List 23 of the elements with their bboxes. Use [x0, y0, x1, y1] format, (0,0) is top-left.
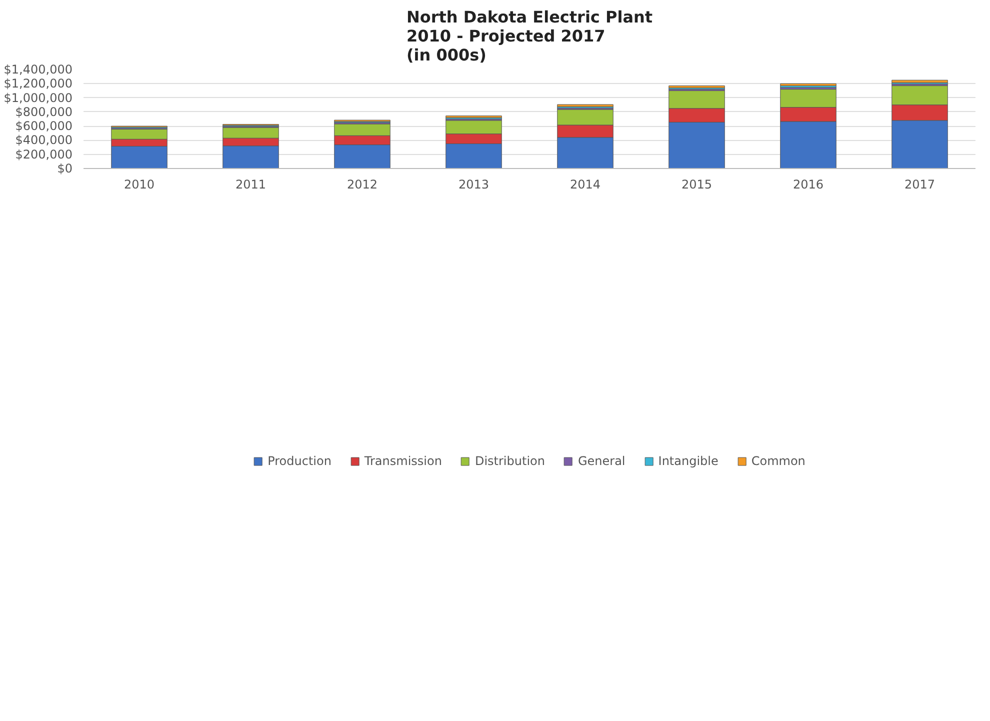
x-tick-label: 2011	[235, 178, 266, 192]
y-tick-label: $200,000	[15, 147, 73, 162]
x-tick-label: 2014	[570, 178, 601, 192]
x-tick-label: 2017	[904, 178, 936, 192]
x-tick-label: 2016	[792, 178, 824, 192]
x-tick-label: 2015	[681, 178, 712, 192]
y-tick-label: $1,400,000	[4, 62, 73, 76]
y-tick-label: $400,000	[15, 133, 73, 148]
y-tick-label: $1,000,000	[4, 90, 73, 105]
x-tick-label: 2010	[124, 178, 155, 192]
chart-title: North Dakota Electric Plant 2010 - Projected 2017 (in 000s)	[406, 8, 653, 64]
x-tick-label: 2013	[458, 178, 490, 192]
x-tick-label: 2012	[346, 178, 378, 192]
y-tick-label: $0	[57, 162, 73, 176]
legend-label: Transmission	[364, 454, 442, 468]
legend-label: Common	[751, 454, 806, 468]
y-tick-label: $600,000	[15, 119, 73, 134]
legend-label: Production	[268, 454, 332, 468]
legend-label: General	[578, 454, 626, 468]
y-tick-label: $1,200,000	[4, 76, 73, 91]
y-tick-label: $800,000	[15, 104, 73, 119]
legend-label: Distribution	[474, 454, 545, 468]
legend-label: Intangible	[658, 454, 718, 468]
